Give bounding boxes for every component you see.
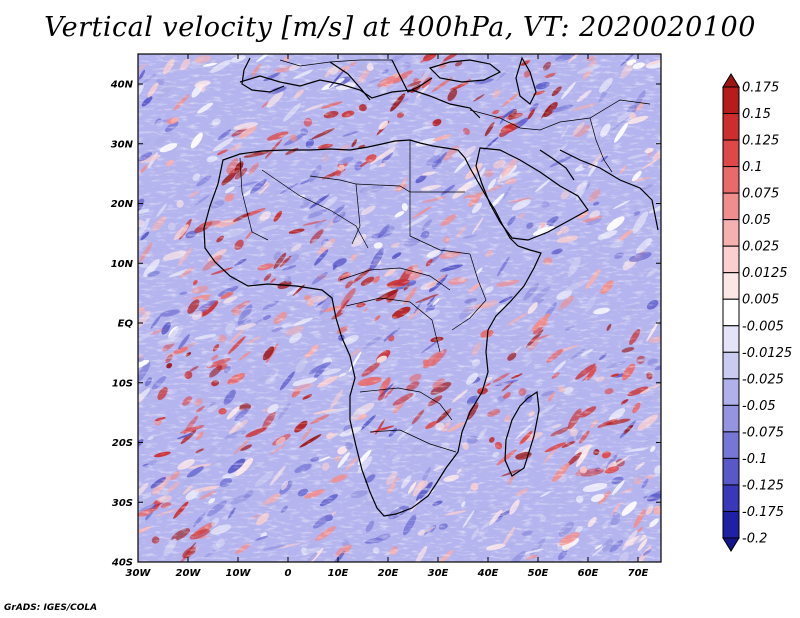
colorbar-label: 0.0125 bbox=[742, 266, 788, 281]
colorbar-cell bbox=[722, 272, 740, 300]
lon-label-30w: 30W bbox=[126, 568, 152, 579]
colorbar-label: 0.15 bbox=[742, 107, 771, 122]
grads-credit: GrADS: IGES/COLA bbox=[4, 603, 98, 613]
coastlines bbox=[203, 56, 659, 517]
colorbar-label: 0.125 bbox=[742, 134, 779, 149]
longitude-labels: 30W 20W 10W 0 10E 20E 30E 40E 50E 60E 70E bbox=[126, 568, 649, 579]
colorbar-label: -0.005 bbox=[742, 319, 784, 334]
border-sudan bbox=[355, 183, 471, 255]
balkans-coast bbox=[391, 59, 433, 93]
colorbar-cell bbox=[722, 219, 740, 247]
colorbar-label: -0.0125 bbox=[742, 346, 792, 361]
axis-ticks bbox=[137, 54, 661, 563]
colorbar-cell bbox=[722, 484, 740, 512]
madagascar bbox=[504, 390, 540, 477]
black-sea bbox=[428, 59, 502, 83]
colorbar-label: -0.125 bbox=[742, 478, 784, 493]
colorbar-label: -0.075 bbox=[742, 425, 784, 440]
colorbar-label: 0.1 bbox=[742, 160, 763, 175]
colorbar-label: 0.025 bbox=[742, 240, 779, 255]
colorbar-label: -0.175 bbox=[742, 505, 784, 520]
lon-label-50e: 50E bbox=[528, 568, 549, 579]
border-mideast bbox=[469, 99, 651, 131]
lat-label-40s: 40S bbox=[111, 558, 133, 569]
border-southern-africa bbox=[359, 387, 453, 421]
colorbar-label: 0.075 bbox=[742, 187, 779, 202]
colorbar-cell bbox=[722, 431, 740, 459]
border-sahara-west bbox=[239, 157, 269, 241]
colorbar-cell bbox=[722, 139, 740, 168]
colorbar-cell bbox=[722, 510, 740, 539]
latitude-labels: 40N 30N 20N 10N EQ 10S 20S 30S 40S bbox=[110, 80, 134, 569]
colorbar-cell bbox=[722, 457, 740, 486]
lon-label-40e: 40E bbox=[477, 568, 499, 579]
colorbar-label: 0.175 bbox=[742, 81, 779, 96]
colorbar-label: -0.05 bbox=[742, 399, 776, 414]
border-congo bbox=[345, 297, 441, 353]
colorbar-label: 0.05 bbox=[742, 213, 771, 228]
colorbar-label: -0.2 bbox=[742, 532, 767, 547]
colorbar-bottom-triangle bbox=[722, 537, 740, 552]
africa-coastline bbox=[203, 139, 542, 517]
colorbar-label: 0.005 bbox=[742, 293, 779, 308]
lon-label-60e: 60E bbox=[578, 568, 599, 579]
colorbar-cell bbox=[722, 113, 740, 141]
lat-label-20n: 20N bbox=[111, 199, 134, 210]
colorbar-top-triangle bbox=[722, 73, 740, 88]
persian-gulf bbox=[539, 149, 575, 181]
colorbar-cells bbox=[722, 73, 740, 552]
chart-title: Vertical velocity [m/s] at 400hPa, VT: 2… bbox=[44, 12, 756, 43]
country-borders bbox=[239, 59, 651, 453]
colorbar-cell bbox=[722, 192, 740, 221]
lat-label-40n: 40N bbox=[110, 80, 134, 91]
border-chad-niger bbox=[309, 175, 361, 245]
colorbar-cell bbox=[722, 351, 740, 380]
colorbar-label: -0.025 bbox=[742, 372, 784, 387]
mediterranean-north-shore bbox=[239, 75, 481, 119]
lat-label-30n: 30N bbox=[111, 139, 134, 150]
lat-label-10s: 10S bbox=[112, 378, 133, 389]
lat-label-10n: 10N bbox=[111, 259, 134, 270]
lat-label-20s: 20S bbox=[112, 438, 133, 449]
iberia-coast bbox=[241, 57, 285, 93]
arabian-peninsula bbox=[475, 147, 589, 241]
colorbar-cell bbox=[722, 245, 740, 274]
lat-label-eq: EQ bbox=[118, 319, 134, 330]
border-sahara-central bbox=[261, 169, 369, 249]
colorbar-cell bbox=[722, 166, 740, 194]
map-plot-area bbox=[137, 53, 662, 563]
colorbar-cell bbox=[722, 298, 740, 327]
lat-label-30s: 30S bbox=[112, 498, 133, 509]
colorbar-labels: 0.175 0.15 0.125 0.1 0.075 0.05 0.025 0.0125 0.0… bbox=[742, 81, 792, 547]
border-central-africa bbox=[339, 267, 451, 291]
border-south-africa bbox=[369, 429, 457, 453]
asia-coast bbox=[559, 149, 659, 231]
colorbar-cell bbox=[722, 325, 740, 353]
colorbar-cell bbox=[722, 86, 740, 115]
colorbar: 0.175 0.15 0.125 0.1 0.075 0.05 0.025 0.0125 0.0… bbox=[722, 73, 792, 552]
lon-label-30e: 30E bbox=[428, 568, 449, 579]
field-streaks bbox=[138, 54, 661, 562]
colorbar-cell bbox=[722, 404, 740, 433]
lon-label-10w: 10W bbox=[226, 568, 252, 579]
lon-label-20e: 20E bbox=[378, 568, 399, 579]
border-east-africa bbox=[451, 253, 487, 331]
lon-label-20w: 20W bbox=[176, 568, 202, 579]
lon-label-10e: 10E bbox=[328, 568, 349, 579]
lon-label-70e: 70E bbox=[628, 568, 649, 579]
map-frame bbox=[137, 53, 662, 563]
caspian-sea bbox=[515, 56, 537, 105]
border-europe bbox=[279, 59, 392, 67]
border-iran-pakistan bbox=[589, 117, 613, 173]
colorbar-cell bbox=[722, 378, 740, 406]
lon-label-0: 0 bbox=[285, 568, 292, 579]
colorbar-label: -0.1 bbox=[742, 452, 767, 467]
italy-coast bbox=[329, 61, 371, 101]
